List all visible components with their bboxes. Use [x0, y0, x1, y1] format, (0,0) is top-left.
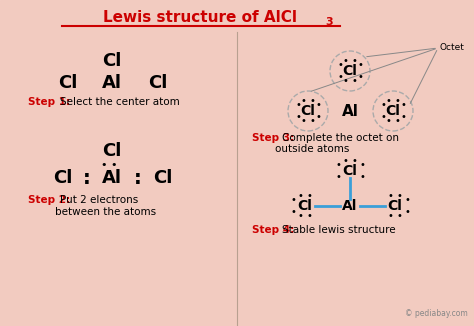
- Text: Al: Al: [342, 103, 358, 118]
- Text: •
•: • •: [404, 195, 410, 217]
- Text: :: :: [134, 169, 142, 187]
- Text: • •: • •: [343, 156, 357, 166]
- Text: Cl: Cl: [301, 104, 315, 118]
- Text: • •: • •: [388, 211, 402, 221]
- Text: • •: • •: [343, 56, 357, 66]
- Text: Cl: Cl: [385, 104, 401, 118]
- Text: Step 2:: Step 2:: [28, 195, 70, 205]
- Text: •
•: • •: [337, 60, 343, 82]
- Text: •
•: • •: [335, 160, 341, 182]
- Text: Select the center atom: Select the center atom: [60, 97, 180, 107]
- Text: Cl: Cl: [102, 142, 122, 160]
- Text: Cl: Cl: [148, 74, 168, 92]
- Text: Cl: Cl: [388, 199, 402, 213]
- Text: • •: • •: [343, 76, 357, 86]
- Text: Step 1:: Step 1:: [28, 97, 70, 107]
- Text: • •: • •: [298, 211, 312, 221]
- Text: •
•: • •: [315, 100, 321, 122]
- Text: Octet: Octet: [440, 43, 465, 52]
- Text: Cl: Cl: [343, 164, 357, 178]
- Text: outside atoms: outside atoms: [275, 144, 349, 154]
- Text: •
•: • •: [290, 195, 296, 217]
- Text: Al: Al: [102, 169, 122, 187]
- Text: •
•: • •: [380, 100, 386, 122]
- Text: •
•: • •: [295, 100, 301, 122]
- Text: Cl: Cl: [53, 169, 73, 187]
- Text: Cl: Cl: [343, 64, 357, 78]
- Text: Cl: Cl: [153, 169, 173, 187]
- Text: Al: Al: [102, 74, 122, 92]
- Text: :: :: [83, 169, 91, 187]
- Text: between the atoms: between the atoms: [55, 207, 156, 217]
- Text: Put 2 electrons: Put 2 electrons: [60, 195, 138, 205]
- Text: • •: • •: [385, 96, 401, 106]
- Text: 3: 3: [325, 17, 333, 27]
- Text: •
•: • •: [357, 60, 363, 82]
- Text: • •: • •: [385, 116, 401, 126]
- Text: © pediabay.com: © pediabay.com: [405, 309, 468, 318]
- Text: Al: Al: [342, 199, 358, 213]
- Text: Step 4:: Step 4:: [252, 225, 294, 235]
- Text: • •: • •: [298, 191, 312, 201]
- Text: Complete the octet on: Complete the octet on: [282, 133, 399, 143]
- Text: • •: • •: [388, 191, 402, 201]
- Text: Stable lewis structure: Stable lewis structure: [282, 225, 396, 235]
- Text: Lewis structure of AlCl: Lewis structure of AlCl: [103, 10, 297, 25]
- Text: Cl: Cl: [298, 199, 312, 213]
- Text: • •: • •: [101, 160, 117, 170]
- Text: Step 3:: Step 3:: [252, 133, 294, 143]
- Text: • •: • •: [301, 96, 315, 106]
- Text: Cl: Cl: [102, 52, 122, 70]
- Text: •
•: • •: [400, 100, 406, 122]
- Text: Cl: Cl: [58, 74, 78, 92]
- Text: •
•: • •: [359, 160, 365, 182]
- Text: • •: • •: [301, 116, 315, 126]
